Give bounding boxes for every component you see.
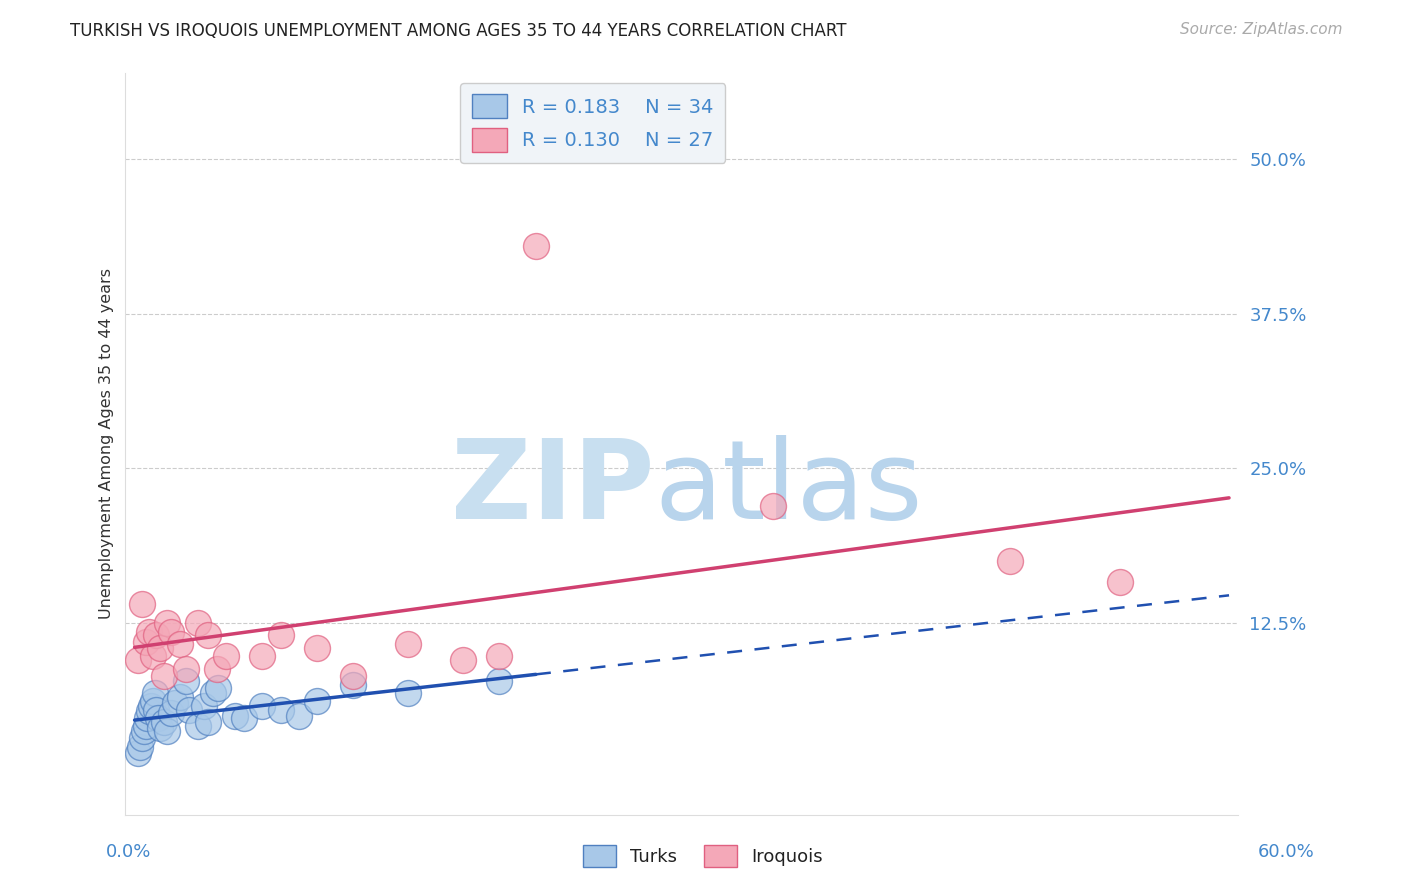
Point — [132, 723, 155, 738]
Point — [197, 714, 219, 729]
Point — [197, 628, 219, 642]
Point — [179, 702, 201, 716]
Point — [163, 696, 186, 710]
Text: ZIP: ZIP — [450, 434, 654, 541]
Point — [169, 690, 191, 705]
Point — [187, 718, 209, 732]
Point — [149, 721, 172, 735]
Point — [488, 674, 510, 689]
Point — [160, 706, 183, 721]
Point — [305, 694, 328, 708]
Text: TURKISH VS IROQUOIS UNEMPLOYMENT AMONG AGES 35 TO 44 YEARS CORRELATION CHART: TURKISH VS IROQUOIS UNEMPLOYMENT AMONG A… — [70, 22, 846, 40]
Point — [131, 598, 153, 612]
Point — [148, 711, 170, 725]
Point — [174, 674, 197, 689]
Legend: Turks, Iroquois: Turks, Iroquois — [576, 838, 830, 874]
Point — [287, 708, 309, 723]
Text: 0.0%: 0.0% — [105, 843, 150, 861]
Point — [1108, 575, 1130, 590]
Point — [488, 649, 510, 664]
Point — [174, 662, 197, 676]
Text: 60.0%: 60.0% — [1258, 843, 1315, 861]
Point — [127, 653, 149, 667]
Point — [149, 640, 172, 655]
Point — [142, 649, 165, 664]
Point — [215, 649, 238, 664]
Point — [762, 499, 785, 513]
Point — [156, 615, 179, 630]
Point — [138, 624, 160, 639]
Point — [143, 686, 166, 700]
Point — [129, 739, 152, 754]
Point — [152, 714, 174, 729]
Y-axis label: Unemployment Among Ages 35 to 44 years: Unemployment Among Ages 35 to 44 years — [100, 268, 114, 619]
Point — [156, 723, 179, 738]
Point — [127, 746, 149, 760]
Point — [152, 669, 174, 683]
Point — [131, 731, 153, 745]
Point — [342, 669, 364, 683]
Point — [224, 708, 246, 723]
Point — [207, 681, 229, 696]
Point — [270, 628, 292, 642]
Point — [145, 702, 167, 716]
Point — [396, 637, 419, 651]
Point — [136, 711, 159, 725]
Point — [205, 662, 228, 676]
Point — [998, 554, 1021, 568]
Legend: R = 0.183    N = 34, R = 0.130    N = 27: R = 0.183 N = 34, R = 0.130 N = 27 — [460, 83, 725, 163]
Point — [142, 694, 165, 708]
Point — [451, 653, 474, 667]
Text: Source: ZipAtlas.com: Source: ZipAtlas.com — [1180, 22, 1343, 37]
Point — [145, 628, 167, 642]
Point — [135, 634, 157, 648]
Point — [305, 640, 328, 655]
Point — [135, 718, 157, 732]
Point — [396, 686, 419, 700]
Point — [524, 239, 547, 253]
Point — [202, 686, 225, 700]
Point — [252, 698, 274, 713]
Point — [193, 698, 215, 713]
Point — [270, 702, 292, 716]
Point — [160, 624, 183, 639]
Point — [233, 711, 256, 725]
Text: atlas: atlas — [654, 434, 922, 541]
Point — [169, 637, 191, 651]
Point — [139, 698, 162, 713]
Point — [187, 615, 209, 630]
Point — [138, 704, 160, 718]
Point — [342, 678, 364, 692]
Point — [252, 649, 274, 664]
